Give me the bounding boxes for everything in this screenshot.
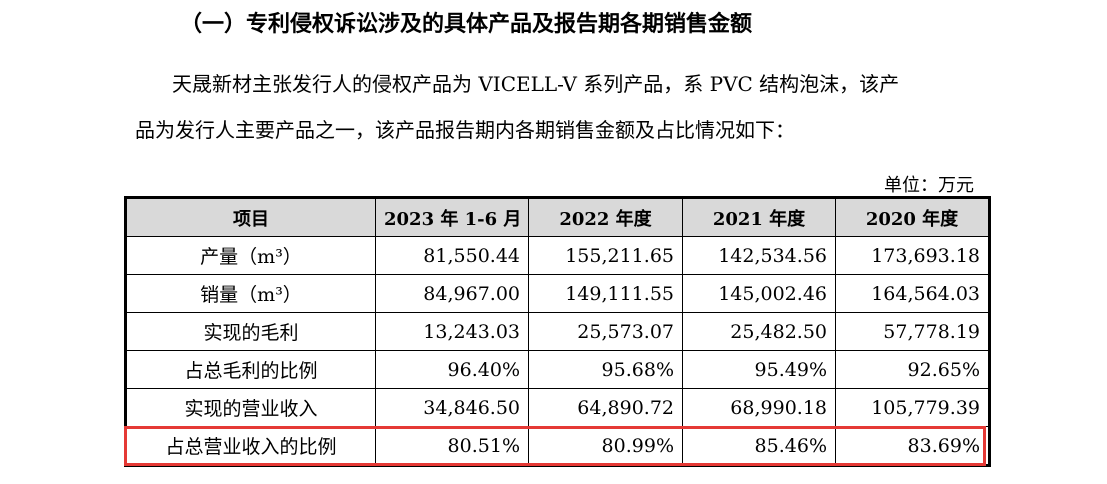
table-cell: 34,846.50: [375, 388, 529, 427]
table-cell: 25,482.50: [682, 312, 836, 351]
row-label: 实现的毛利: [124, 312, 376, 351]
table-cell: 13,243.03: [375, 312, 529, 351]
column-header: 项目: [124, 197, 376, 237]
table-cell: 83.69%: [835, 426, 991, 467]
table-cell: 95.68%: [528, 350, 683, 389]
table-row: 产量（m³） 81,550.44 155,211.65 142,534.56 1…: [124, 236, 991, 275]
row-label: 实现的营业收入: [124, 388, 376, 427]
table-cell: 57,778.19: [835, 312, 991, 351]
table-cell: 96.40%: [375, 350, 529, 389]
column-header: 2020 年度: [835, 197, 991, 237]
column-header: 2023 年 1-6 月: [375, 197, 529, 237]
table-row: 实现的毛利 13,243.03 25,573.07 25,482.50 57,7…: [124, 312, 991, 351]
unit-label: 单位：万元: [884, 175, 974, 196]
column-header: 2021 年度: [682, 197, 836, 237]
table-cell: 92.65%: [835, 350, 991, 389]
table-cell: 105,779.39: [835, 388, 991, 427]
row-label: 占总营业收入的比例: [124, 426, 376, 467]
table-cell: 142,534.56: [682, 236, 836, 275]
table-cell: 81,550.44: [375, 236, 529, 275]
table-cell: 145,002.46: [682, 274, 836, 313]
table-cell: 25,573.07: [528, 312, 683, 351]
table-row-highlighted: 占总营业收入的比例 80.51% 80.99% 85.46% 83.69%: [124, 426, 991, 467]
table-row: 实现的营业收入 34,846.50 64,890.72 68,990.18 10…: [124, 388, 991, 427]
paragraph-line-1: 天晟新材主张发行人的侵权产品为 VICELL-V 系列产品，系 PVC 结构泡沫…: [172, 72, 900, 96]
table-cell: 84,967.00: [375, 274, 529, 313]
row-label: 产量（m³）: [124, 236, 376, 275]
column-header: 2022 年度: [528, 197, 683, 237]
row-label: 销量（m³）: [124, 274, 376, 313]
table-cell: 149,111.55: [528, 274, 683, 313]
paragraph-line-2: 品为发行人主要产品之一，该产品报告期内各期销售金额及占比情况如下：: [135, 118, 795, 142]
table-cell: 173,693.18: [835, 236, 991, 275]
table-cell: 95.49%: [682, 350, 836, 389]
table-cell: 164,564.03: [835, 274, 991, 313]
section-heading: （一）专利侵权诉讼涉及的具体产品及报告期各期销售金额: [180, 12, 753, 37]
table-cell: 80.99%: [528, 426, 683, 467]
table-row: 销量（m³） 84,967.00 149,111.55 145,002.46 1…: [124, 274, 991, 313]
table-cell: 64,890.72: [528, 388, 683, 427]
table-header-row: 项目 2023 年 1-6 月 2022 年度 2021 年度 2020 年度: [124, 197, 991, 237]
table-cell: 68,990.18: [682, 388, 836, 427]
table-cell: 85.46%: [682, 426, 836, 467]
table-cell: 155,211.65: [528, 236, 683, 275]
table-cell: 80.51%: [375, 426, 529, 467]
sales-table: 项目 2023 年 1-6 月 2022 年度 2021 年度 2020 年度 …: [124, 196, 991, 467]
row-label: 占总毛利的比例: [124, 350, 376, 389]
table-row: 占总毛利的比例 96.40% 95.68% 95.49% 92.65%: [124, 350, 991, 389]
